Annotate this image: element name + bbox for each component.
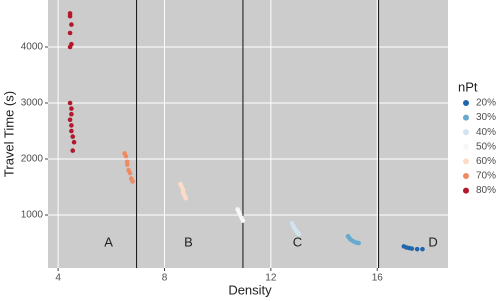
- y-tick-label: 2000: [21, 154, 44, 165]
- x-tick-label: 4: [55, 273, 61, 284]
- plot-panel: [48, 0, 448, 268]
- point: [124, 162, 130, 167]
- point: [296, 231, 302, 237]
- point: [67, 30, 73, 36]
- point: [123, 153, 129, 159]
- point: [69, 123, 74, 128]
- legend-swatch: [463, 173, 469, 179]
- point: [414, 246, 420, 252]
- point: [67, 117, 73, 123]
- point: [69, 22, 74, 27]
- point: [69, 128, 74, 134]
- annotation: A: [104, 234, 113, 249]
- legend-swatch: [463, 100, 469, 106]
- point: [356, 240, 361, 246]
- point: [71, 139, 77, 145]
- annotation: D: [428, 234, 437, 249]
- legend-label: 40%: [476, 127, 496, 138]
- legend-title: nPt: [458, 79, 478, 94]
- legend-label: 70%: [476, 171, 496, 182]
- y-tick-label: 4000: [21, 42, 44, 53]
- point: [67, 100, 73, 106]
- point: [67, 13, 73, 19]
- point: [70, 134, 76, 139]
- legend-label: 50%: [476, 141, 496, 152]
- x-axis-label: Density: [228, 282, 272, 297]
- legend-label: 30%: [476, 112, 496, 123]
- point: [409, 246, 415, 251]
- legend-label: 60%: [476, 156, 496, 167]
- y-axis-label: Travel Time (s): [1, 91, 16, 177]
- point: [420, 246, 425, 252]
- legend-label: 80%: [476, 185, 496, 196]
- x-tick-label: 8: [162, 273, 168, 284]
- legend-swatch: [463, 158, 469, 165]
- point: [70, 148, 76, 153]
- point: [69, 106, 74, 111]
- x-tick-label: 12: [265, 273, 277, 284]
- point: [130, 179, 135, 184]
- legend-swatch: [463, 187, 469, 194]
- legend-swatch: [463, 143, 469, 150]
- annotation: C: [293, 234, 302, 249]
- annotation: B: [184, 234, 193, 249]
- x-tick-label: 16: [372, 273, 384, 284]
- legend-swatch: [463, 129, 469, 136]
- point: [183, 195, 189, 201]
- legend-label: 20%: [476, 98, 496, 109]
- point: [67, 44, 73, 50]
- point: [69, 111, 74, 117]
- point: [127, 170, 133, 176]
- legend-swatch: [463, 114, 469, 121]
- point: [240, 218, 246, 223]
- y-tick-label: 1000: [21, 210, 44, 221]
- y-tick-label: 3000: [21, 98, 44, 109]
